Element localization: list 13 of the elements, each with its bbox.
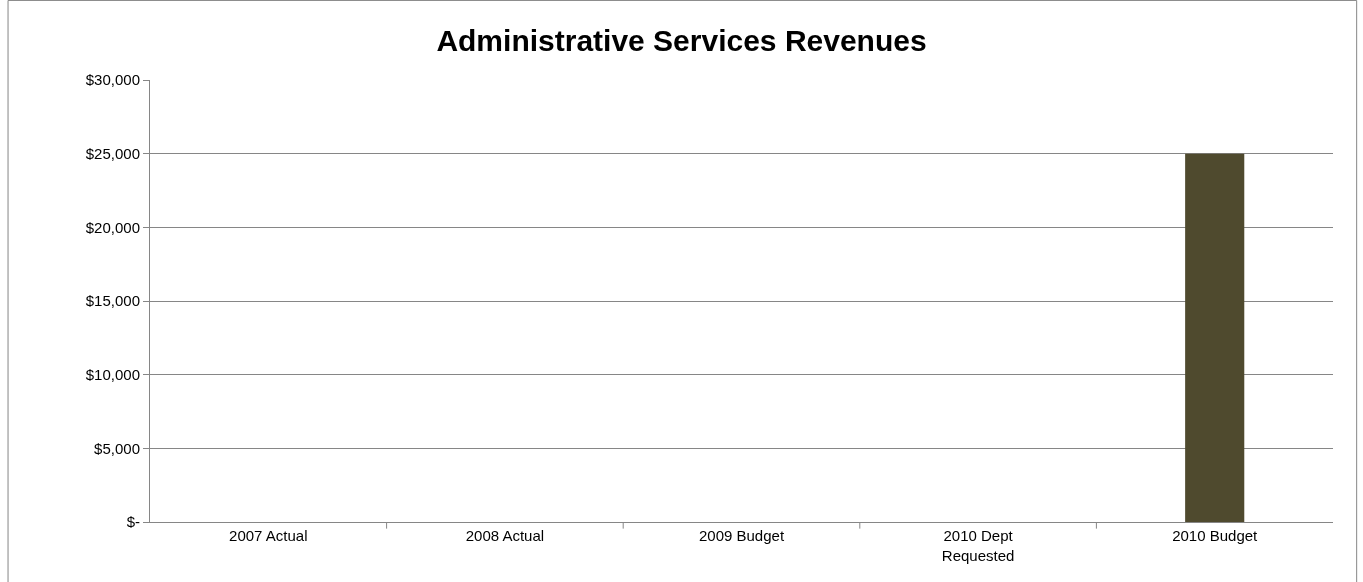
x-tick-label: 2007 Actual (229, 527, 308, 544)
y-tick-label: $10,000 (85, 365, 140, 383)
y-tick-label: $15,000 (85, 292, 140, 310)
y-tick-label: $- (126, 513, 140, 531)
chart-title: Administrative Services Revenues (436, 24, 927, 58)
x-tick-label: 2008 Actual (465, 527, 545, 544)
y-tick-label: $30,000 (85, 71, 140, 89)
y-tick-label: $20,000 (85, 218, 140, 236)
x-tick-label: 2009 Budget (698, 527, 785, 544)
x-tick-label: 2010 Budget (1172, 527, 1259, 544)
y-tick-label: $25,000 (85, 144, 140, 162)
y-tick-label: $5,000 (94, 439, 140, 457)
x-tick-label: 2010 Dept Requested (941, 527, 1015, 564)
